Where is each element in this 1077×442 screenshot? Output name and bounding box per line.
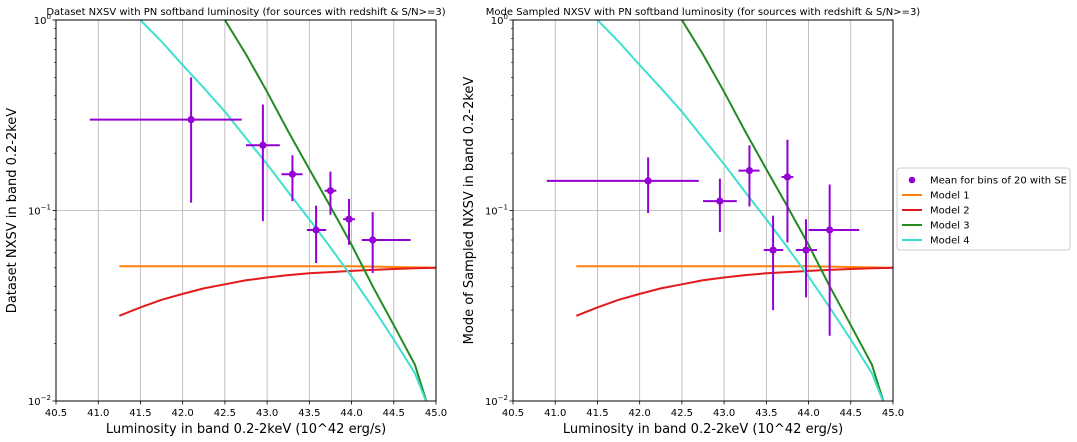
x-tick-label: 45.0 bbox=[882, 408, 904, 419]
x-tick-label: 41.5 bbox=[129, 408, 151, 419]
legend-label: Model 3 bbox=[930, 221, 970, 232]
y-tick-label: 100 bbox=[491, 13, 508, 27]
series-line-model-3 bbox=[681, 20, 885, 401]
data-point bbox=[644, 177, 652, 185]
data-point bbox=[288, 170, 297, 178]
series-line-model-2 bbox=[575, 266, 893, 317]
legend-box bbox=[896, 167, 1071, 251]
series-line-model-4 bbox=[139, 20, 428, 401]
y-tick-label: 10−1 bbox=[485, 204, 508, 218]
x-tick-label: 44.5 bbox=[383, 408, 405, 419]
chart-title: Mode Sampled NXSV with PN softband lumin… bbox=[486, 7, 921, 18]
y-tick-label: 10−2 bbox=[28, 394, 51, 408]
left-chart-panel: 40.5 41.0 41.5 42.0 42.5 43.0 43.5 44.0 44.5 45.0… bbox=[5, 7, 447, 437]
right-chart-panel: 40.5 41.0 41.5 42.0 42.5 43.0 43.5 44.0 44.5 45.0… bbox=[462, 7, 920, 437]
x-tick-label: 41.0 bbox=[544, 408, 566, 419]
grid-lines bbox=[512, 19, 894, 402]
data-point bbox=[312, 226, 320, 234]
x-tick-label: 42.0 bbox=[172, 408, 194, 419]
y-tick-base: 10 bbox=[34, 16, 47, 27]
y-tick-exponent: 0 bbox=[47, 13, 51, 21]
data-point bbox=[716, 197, 724, 205]
x-tick-label: 42.0 bbox=[629, 408, 651, 419]
y-tick-base: 10 bbox=[28, 397, 41, 408]
y-axis-label: Dataset NXSV in band 0.2-2keV bbox=[5, 108, 20, 313]
x-tick-label: 44.0 bbox=[340, 408, 362, 419]
data-point bbox=[369, 236, 377, 244]
y-tick-exponent: −2 bbox=[41, 394, 51, 402]
y-axis-label: Mode of Sampled NXSV in band 0.2-2keV bbox=[462, 77, 477, 345]
series-line-model-2 bbox=[118, 266, 436, 317]
x-tick-label: 44.0 bbox=[797, 408, 819, 419]
x-tick-label: 42.5 bbox=[214, 408, 236, 419]
x-tick-label: 43.0 bbox=[256, 408, 278, 419]
series-line-model-1 bbox=[119, 265, 436, 269]
y-tick-base: 10 bbox=[491, 16, 504, 27]
y-tick-exponent: −1 bbox=[41, 204, 51, 212]
x-axis-label: Luminosity in band 0.2-2keV (10^42 erg/s… bbox=[106, 422, 386, 437]
legend-label: Model 2 bbox=[930, 206, 970, 217]
series-line-model-4 bbox=[596, 20, 885, 401]
y-tick-exponent: 0 bbox=[504, 13, 508, 21]
legend-marker bbox=[908, 176, 916, 184]
data-point bbox=[345, 215, 353, 223]
x-axis-label: Luminosity in band 0.2-2keV (10^42 erg/s… bbox=[563, 422, 843, 437]
x-tick-label: 43.5 bbox=[755, 408, 777, 419]
x-tick-label: 41.0 bbox=[87, 408, 109, 419]
x-tick-label: 44.5 bbox=[840, 408, 862, 419]
x-tick-label: 45.0 bbox=[425, 408, 447, 419]
data-point bbox=[187, 116, 195, 124]
legend-label: Model 1 bbox=[930, 191, 970, 202]
y-tick-label: 10−1 bbox=[28, 204, 51, 218]
y-tick-base: 10 bbox=[485, 207, 498, 218]
data-point bbox=[783, 173, 792, 181]
x-tick-label: 41.5 bbox=[586, 408, 608, 419]
data-point bbox=[745, 166, 754, 175]
grid-lines bbox=[55, 19, 437, 402]
y-tick-exponent: −1 bbox=[498, 204, 508, 212]
data-points bbox=[89, 77, 411, 273]
x-tick-label: 42.5 bbox=[671, 408, 693, 419]
model-lines bbox=[118, 20, 436, 401]
data-point bbox=[326, 187, 335, 195]
x-tick-label: 40.5 bbox=[45, 408, 67, 419]
data-point bbox=[802, 246, 810, 254]
data-points bbox=[546, 139, 860, 336]
x-tick-label: 43.0 bbox=[713, 408, 735, 419]
x-tick-label: 43.5 bbox=[298, 408, 320, 419]
x-ticks: 40.5 41.0 41.5 42.0 42.5 43.0 43.5 44.0 44.5 45.0 bbox=[45, 401, 447, 419]
y-tick-label: 10−2 bbox=[485, 394, 508, 408]
chart-title: Dataset NXSV with PN softband luminosity… bbox=[46, 7, 445, 18]
y-tick-exponent: −2 bbox=[498, 394, 508, 402]
y-tick-base: 10 bbox=[28, 207, 41, 218]
data-point bbox=[259, 141, 267, 149]
legend: Mean for bins of 20 with SE Model 1 Model … bbox=[896, 167, 1071, 251]
y-tick-label: 100 bbox=[34, 13, 51, 27]
x-ticks: 40.5 41.0 41.5 42.0 42.5 43.0 43.5 44.0 44.5 45.0 bbox=[502, 401, 904, 419]
series-line-model-3 bbox=[224, 20, 428, 401]
legend-label: Mean for bins of 20 with SE bbox=[930, 176, 1067, 187]
legend-label: Model 4 bbox=[930, 236, 970, 247]
x-tick-label: 40.5 bbox=[502, 408, 524, 419]
data-point bbox=[769, 246, 777, 254]
series-line-model-1 bbox=[576, 265, 893, 269]
model-lines bbox=[575, 20, 893, 401]
data-point bbox=[826, 226, 834, 234]
y-tick-base: 10 bbox=[485, 397, 498, 408]
